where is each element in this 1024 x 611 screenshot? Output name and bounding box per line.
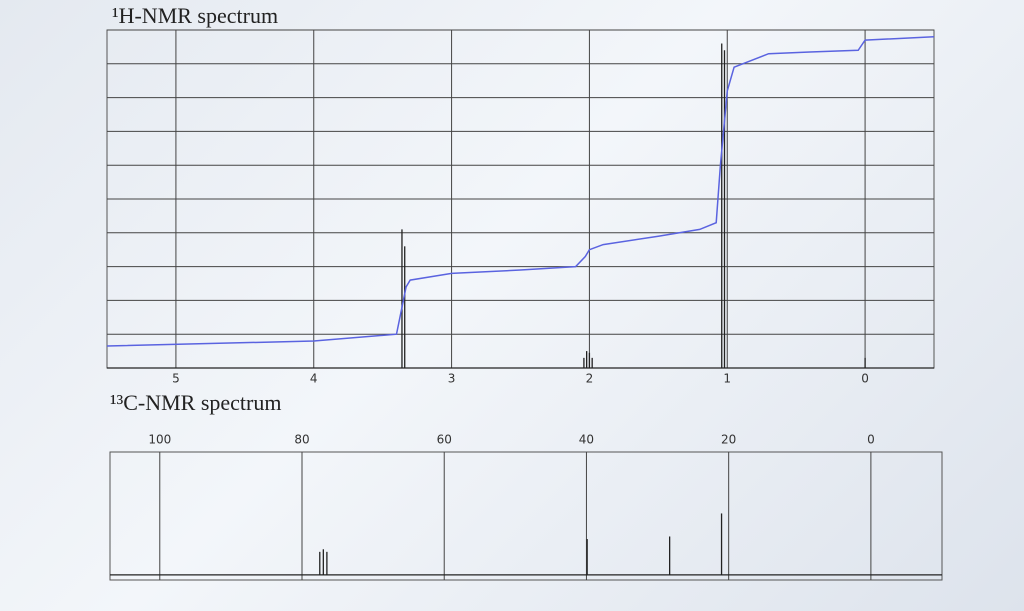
x-tick-label: 2 xyxy=(586,372,594,386)
x-tick-label: 3 xyxy=(448,372,456,386)
x-tick-label: 5 xyxy=(172,372,180,386)
x-tick-label: 100 xyxy=(148,433,171,447)
x-tick-label: 40 xyxy=(579,433,594,447)
x-tick-label: 60 xyxy=(437,433,452,447)
x-tick-label: 0 xyxy=(861,372,869,386)
x-tick-label: 4 xyxy=(310,372,318,386)
x-tick-label: 1 xyxy=(723,372,731,386)
x-tick-label: 0 xyxy=(867,433,875,447)
x-tick-label: 80 xyxy=(294,433,309,447)
x-tick-label: 20 xyxy=(721,433,736,447)
integral-curve xyxy=(106,36,935,347)
chart-title: ¹H-NMR spectrum xyxy=(112,3,278,28)
plot-frame xyxy=(109,451,943,581)
chart-title: ¹³C-NMR spectrum xyxy=(110,390,281,415)
